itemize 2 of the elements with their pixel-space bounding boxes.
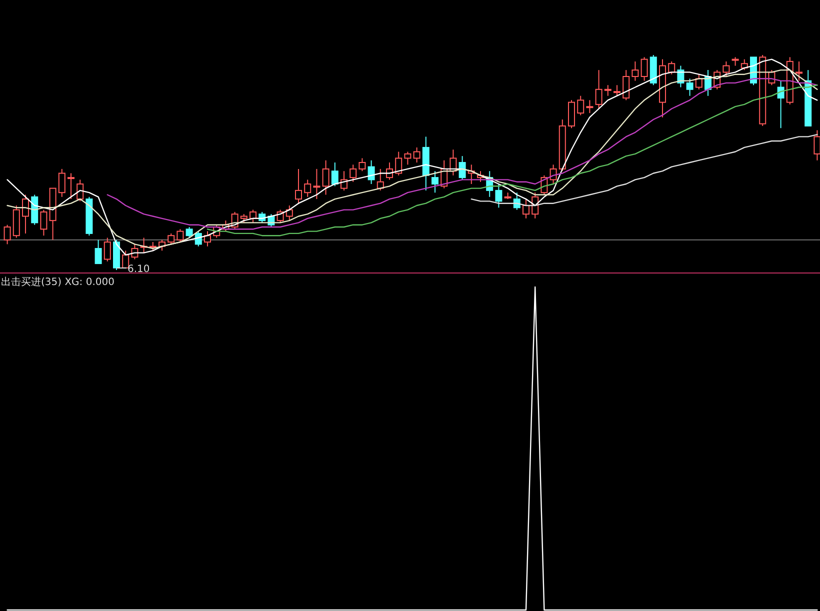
chart-title: 出击买进(35) XG: 0.000 <box>1 276 114 288</box>
annotation: 6.10 <box>128 264 150 275</box>
